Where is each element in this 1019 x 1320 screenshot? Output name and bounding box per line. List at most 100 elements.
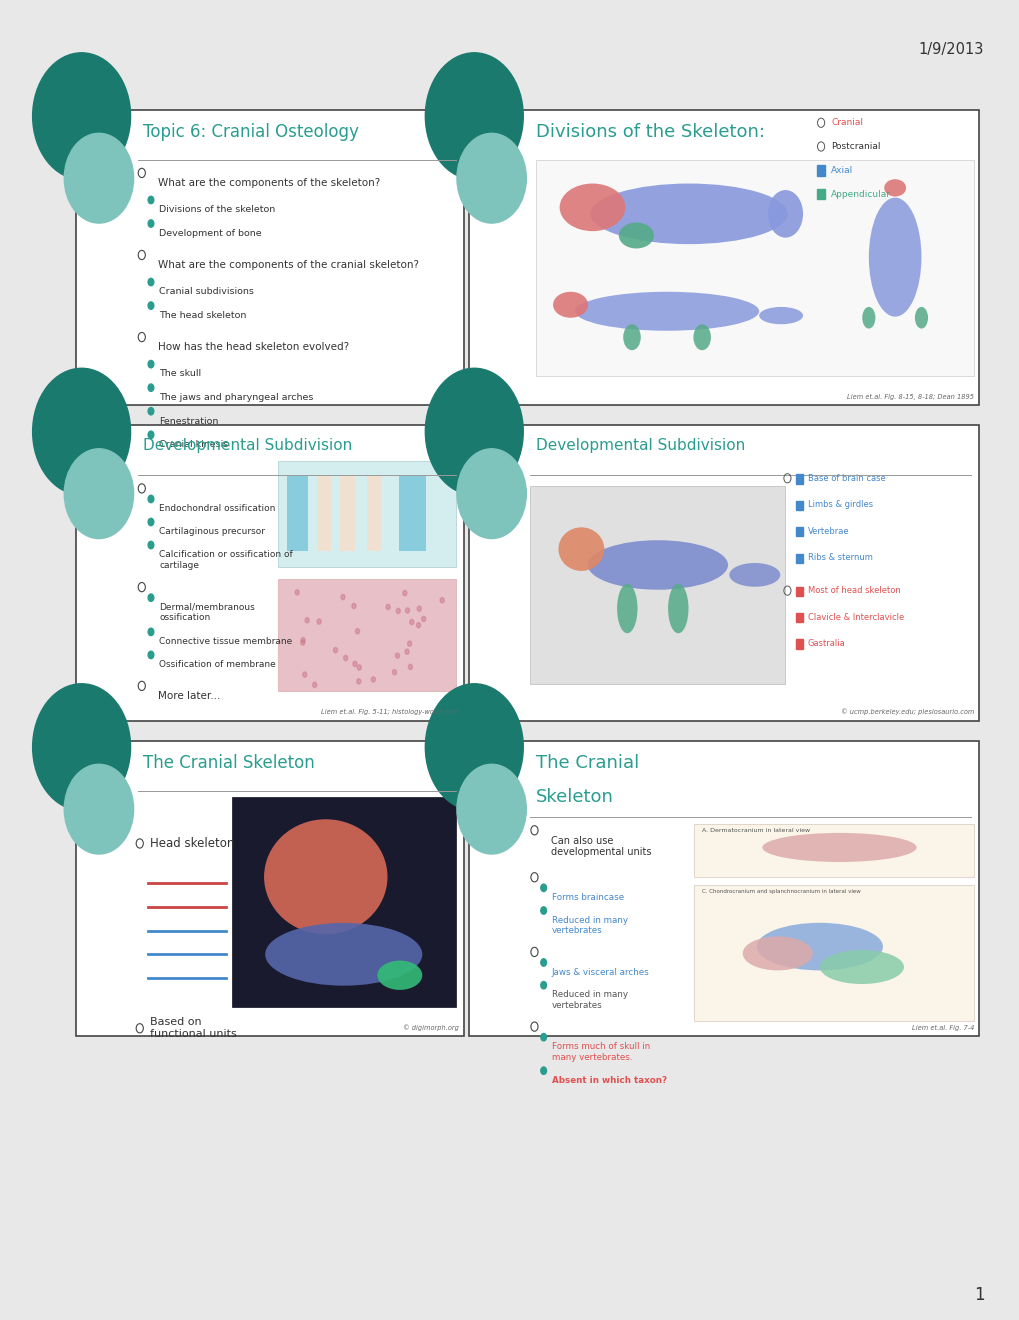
Circle shape [33, 368, 130, 495]
Ellipse shape [559, 183, 625, 231]
Bar [286, 477, 308, 550]
Bar [795, 612, 802, 622]
Circle shape [148, 519, 154, 525]
Circle shape [421, 616, 425, 622]
Ellipse shape [693, 325, 710, 350]
Text: Appendicular: Appendicular [830, 190, 891, 198]
Bar [317, 477, 331, 550]
Circle shape [148, 384, 154, 391]
Ellipse shape [575, 292, 758, 331]
Circle shape [343, 655, 347, 660]
Ellipse shape [667, 583, 688, 634]
Circle shape [148, 197, 154, 203]
Ellipse shape [558, 527, 604, 570]
Ellipse shape [767, 190, 802, 238]
Text: Ossification of membrane: Ossification of membrane [159, 660, 275, 669]
FancyBboxPatch shape [231, 797, 455, 1007]
Ellipse shape [761, 833, 916, 862]
Circle shape [303, 672, 307, 677]
Text: Endochondral ossification: Endochondral ossification [159, 504, 275, 513]
FancyBboxPatch shape [535, 160, 973, 376]
FancyBboxPatch shape [278, 578, 455, 692]
Text: Developmental Subdivision: Developmental Subdivision [143, 438, 352, 453]
Ellipse shape [868, 198, 920, 317]
Circle shape [540, 1034, 546, 1041]
Bar [367, 477, 381, 550]
Text: Reduced in many
vertebrates: Reduced in many vertebrates [551, 990, 628, 1010]
Text: Liem et.al. Fig. 8-15, 8-18; Dean 1895: Liem et.al. Fig. 8-15, 8-18; Dean 1895 [846, 393, 973, 400]
Ellipse shape [819, 950, 903, 983]
Circle shape [356, 628, 360, 634]
Text: Based on
functional units: Based on functional units [150, 1018, 236, 1039]
Text: 1: 1 [973, 1286, 983, 1304]
Circle shape [317, 619, 321, 624]
Text: Developmental Subdivision: Developmental Subdivision [535, 438, 744, 453]
Text: The Cranial Skeleton: The Cranial Skeleton [143, 754, 314, 772]
Circle shape [406, 607, 410, 612]
Circle shape [148, 432, 154, 438]
Text: © ucmp.berkeley.edu; plesiosaurio.com: © ucmp.berkeley.edu; plesiosaurio.com [840, 709, 973, 715]
Circle shape [540, 958, 546, 966]
Bar [795, 639, 802, 648]
Ellipse shape [914, 308, 927, 329]
Circle shape [405, 649, 409, 655]
Text: Reduced in many
vertebrates: Reduced in many vertebrates [551, 916, 628, 935]
Circle shape [148, 408, 154, 414]
Text: Calcification or ossification of
cartilage: Calcification or ossification of cartila… [159, 550, 292, 570]
FancyBboxPatch shape [693, 824, 973, 876]
Circle shape [357, 678, 361, 684]
Circle shape [148, 279, 154, 285]
Bar [795, 586, 802, 595]
Circle shape [333, 648, 337, 653]
Circle shape [305, 618, 309, 623]
Ellipse shape [758, 308, 802, 325]
Ellipse shape [623, 325, 640, 350]
Text: What are the components of the skeleton?: What are the components of the skeleton? [158, 178, 380, 189]
FancyBboxPatch shape [76, 425, 464, 721]
Text: How has the head skeleton evolved?: How has the head skeleton evolved? [158, 342, 348, 352]
Bar [795, 527, 802, 536]
Text: Forms much of skull in
many vertebrates.: Forms much of skull in many vertebrates. [551, 1043, 649, 1061]
Text: The skull: The skull [159, 370, 201, 379]
Circle shape [313, 682, 317, 688]
Bar [795, 474, 802, 483]
Ellipse shape [619, 223, 653, 248]
Text: Dermal/membranous
ossification: Dermal/membranous ossification [159, 603, 255, 622]
FancyBboxPatch shape [469, 110, 978, 405]
Bar [398, 477, 425, 550]
Circle shape [148, 220, 154, 227]
Circle shape [440, 598, 444, 603]
Circle shape [392, 669, 396, 675]
Circle shape [425, 684, 523, 810]
Bar [816, 165, 824, 176]
Circle shape [408, 642, 412, 647]
Circle shape [403, 590, 407, 595]
Bar [795, 553, 802, 562]
Circle shape [410, 619, 414, 624]
Text: Base of brain case: Base of brain case [807, 474, 884, 483]
Circle shape [352, 603, 356, 609]
Ellipse shape [756, 923, 882, 970]
Circle shape [148, 628, 154, 636]
Ellipse shape [590, 183, 787, 244]
Circle shape [457, 764, 526, 854]
Text: Gastralia: Gastralia [807, 639, 845, 648]
Text: Axial: Axial [830, 166, 853, 174]
Circle shape [417, 606, 421, 611]
Circle shape [416, 623, 420, 628]
Circle shape [540, 982, 546, 989]
Text: More later...: More later... [158, 692, 220, 701]
Text: Cranial: Cranial [830, 119, 862, 127]
Circle shape [148, 594, 154, 602]
Text: Postcranial: Postcranial [830, 143, 880, 150]
Text: Jaws & visceral arches: Jaws & visceral arches [551, 968, 649, 977]
Text: Head skeleton: Head skeleton [150, 837, 234, 850]
Circle shape [395, 653, 399, 659]
Circle shape [340, 594, 344, 599]
Ellipse shape [616, 583, 637, 634]
Ellipse shape [587, 540, 728, 590]
Ellipse shape [265, 923, 422, 986]
Text: Development of bone: Development of bone [159, 228, 262, 238]
Ellipse shape [883, 180, 905, 197]
Text: 1/9/2013: 1/9/2013 [918, 42, 983, 57]
